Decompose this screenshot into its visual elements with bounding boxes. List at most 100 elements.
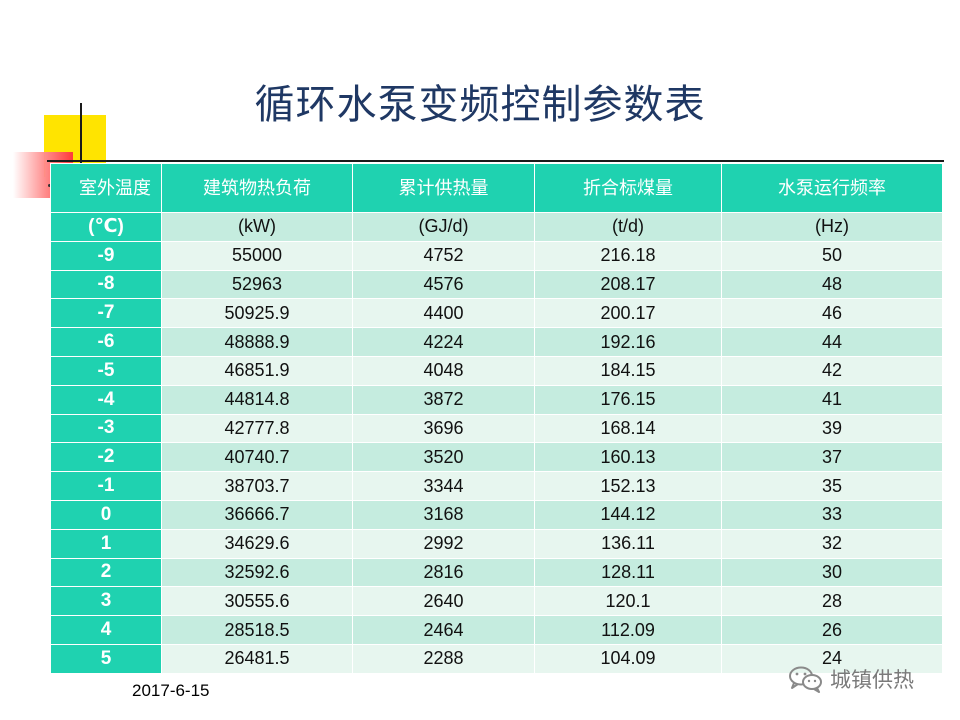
- table-row: -5 46851.9 4048 184.15 42: [50, 355, 943, 386]
- cell-heat-supply: 2816: [352, 557, 535, 588]
- cell-temperature: -3: [50, 413, 162, 444]
- cell-coal: 144.12: [534, 499, 722, 530]
- cell-temperature: -1: [50, 471, 162, 501]
- cell-frequency: 42: [721, 355, 943, 386]
- cell-heat-load: 50925.9: [161, 298, 353, 329]
- unit-temperature: (℃): [50, 212, 162, 242]
- cell-heat-supply: 4576: [352, 269, 535, 300]
- cell-frequency: 41: [721, 384, 943, 415]
- cell-temperature: -6: [50, 327, 162, 357]
- cell-coal: 200.17: [534, 298, 722, 329]
- cell-coal: 128.11: [534, 557, 722, 588]
- cell-heat-supply: 3872: [352, 384, 535, 415]
- table-row: 5 26481.5 2288 104.09 24: [50, 643, 943, 674]
- cell-temperature: -5: [50, 355, 162, 386]
- cell-frequency: 46: [721, 298, 943, 329]
- unit-frequency: (Hz): [721, 212, 943, 242]
- unit-coal: (t/d): [534, 212, 722, 242]
- cell-frequency: 26: [721, 615, 943, 645]
- watermark-text: 城镇供热: [830, 668, 914, 692]
- cell-coal: 176.15: [534, 384, 722, 415]
- cell-heat-supply: 3696: [352, 413, 535, 444]
- table-row: -3 42777.8 3696 168.14 39: [50, 413, 943, 444]
- cell-heat-load: 36666.7: [161, 499, 353, 530]
- cell-heat-supply: 4048: [352, 355, 535, 386]
- table-header-row: 室外温度 建筑物热负荷 累计供热量 折合标煤量 水泵运行频率: [50, 163, 943, 213]
- table-row: 4 28518.5 2464 112.09 26: [50, 615, 943, 645]
- cell-heat-supply: 4224: [352, 327, 535, 357]
- header-cumulative-heat-supply: 累计供热量: [352, 163, 535, 213]
- cell-temperature: 3: [50, 586, 162, 617]
- cell-temperature: 5: [50, 643, 162, 674]
- header-pump-frequency: 水泵运行频率: [721, 163, 943, 213]
- cell-frequency: 37: [721, 442, 943, 473]
- unit-heat-supply: (GJ/d): [352, 212, 535, 242]
- cell-heat-supply: 3344: [352, 471, 535, 501]
- header-outdoor-temperature: 室外温度: [50, 163, 162, 213]
- cell-frequency: 24: [721, 643, 943, 674]
- cell-temperature: 1: [50, 528, 162, 559]
- cell-temperature: 0: [50, 499, 162, 530]
- cell-frequency: 44: [721, 327, 943, 357]
- watermark: 城镇供热: [788, 664, 914, 694]
- slide-title: 循环水泵变频控制参数表: [254, 82, 706, 128]
- cell-heat-supply: 3168: [352, 499, 535, 530]
- table-row: -2 40740.7 3520 160.13 37: [50, 442, 943, 473]
- cell-frequency: 28: [721, 586, 943, 617]
- table-row: 1 34629.6 2992 136.11 32: [50, 528, 943, 559]
- wechat-icon: [789, 666, 822, 693]
- cell-heat-supply: 3520: [352, 442, 535, 473]
- table-row: 2 32592.6 2816 128.11 30: [50, 557, 943, 588]
- cell-heat-load: 48888.9: [161, 327, 353, 357]
- cell-temperature: 2: [50, 557, 162, 588]
- cell-coal: 104.09: [534, 643, 722, 674]
- table-row: -4 44814.8 3872 176.15 41: [50, 384, 943, 415]
- cell-coal: 216.18: [534, 240, 722, 271]
- cell-heat-load: 28518.5: [161, 615, 353, 645]
- cell-heat-load: 42777.8: [161, 413, 353, 444]
- cell-heat-load: 30555.6: [161, 586, 353, 617]
- cell-coal: 192.16: [534, 327, 722, 357]
- cell-temperature: -2: [50, 442, 162, 473]
- footer-date: 2017-6-15: [132, 681, 210, 700]
- decorative-vertical-line: [80, 103, 82, 178]
- table-row: 3 30555.6 2640 120.1 28: [50, 586, 943, 617]
- cell-temperature: -4: [50, 384, 162, 415]
- cell-heat-load: 46851.9: [161, 355, 353, 386]
- unit-heat-load: (kW): [161, 212, 353, 242]
- table-row: -9 55000 4752 216.18 50: [50, 240, 943, 271]
- cell-frequency: 48: [721, 269, 943, 300]
- header-standard-coal-equivalent: 折合标煤量: [534, 163, 722, 213]
- table-row: -6 48888.9 4224 192.16 44: [50, 327, 943, 357]
- table-row: 0 36666.7 3168 144.12 33: [50, 499, 943, 530]
- cell-temperature: -8: [50, 269, 162, 300]
- cell-heat-supply: 2288: [352, 643, 535, 674]
- cell-heat-load: 32592.6: [161, 557, 353, 588]
- cell-coal: 120.1: [534, 586, 722, 617]
- decorative-dot: [48, 184, 51, 187]
- cell-temperature: -7: [50, 298, 162, 329]
- cell-heat-supply: 4752: [352, 240, 535, 271]
- cell-frequency: 33: [721, 499, 943, 530]
- table-row: -8 52963 4576 208.17 48: [50, 269, 943, 300]
- table-row: -7 50925.9 4400 200.17 46: [50, 298, 943, 329]
- cell-coal: 184.15: [534, 355, 722, 386]
- parameter-table: 室外温度 建筑物热负荷 累计供热量 折合标煤量 水泵运行频率 (℃) (kW) …: [50, 163, 943, 674]
- cell-temperature: 4: [50, 615, 162, 645]
- cell-heat-supply: 4400: [352, 298, 535, 329]
- cell-frequency: 32: [721, 528, 943, 559]
- table-row: -1 38703.7 3344 152.13 35: [50, 471, 943, 501]
- cell-heat-load: 55000: [161, 240, 353, 271]
- cell-heat-load: 26481.5: [161, 643, 353, 674]
- cell-heat-supply: 2464: [352, 615, 535, 645]
- cell-heat-supply: 2992: [352, 528, 535, 559]
- cell-heat-load: 38703.7: [161, 471, 353, 501]
- cell-frequency: 50: [721, 240, 943, 271]
- cell-heat-load: 52963: [161, 269, 353, 300]
- cell-heat-supply: 2640: [352, 586, 535, 617]
- cell-heat-load: 44814.8: [161, 384, 353, 415]
- header-building-heat-load: 建筑物热负荷: [161, 163, 353, 213]
- cell-coal: 112.09: [534, 615, 722, 645]
- cell-coal: 208.17: [534, 269, 722, 300]
- decorative-horizontal-line: [47, 160, 944, 162]
